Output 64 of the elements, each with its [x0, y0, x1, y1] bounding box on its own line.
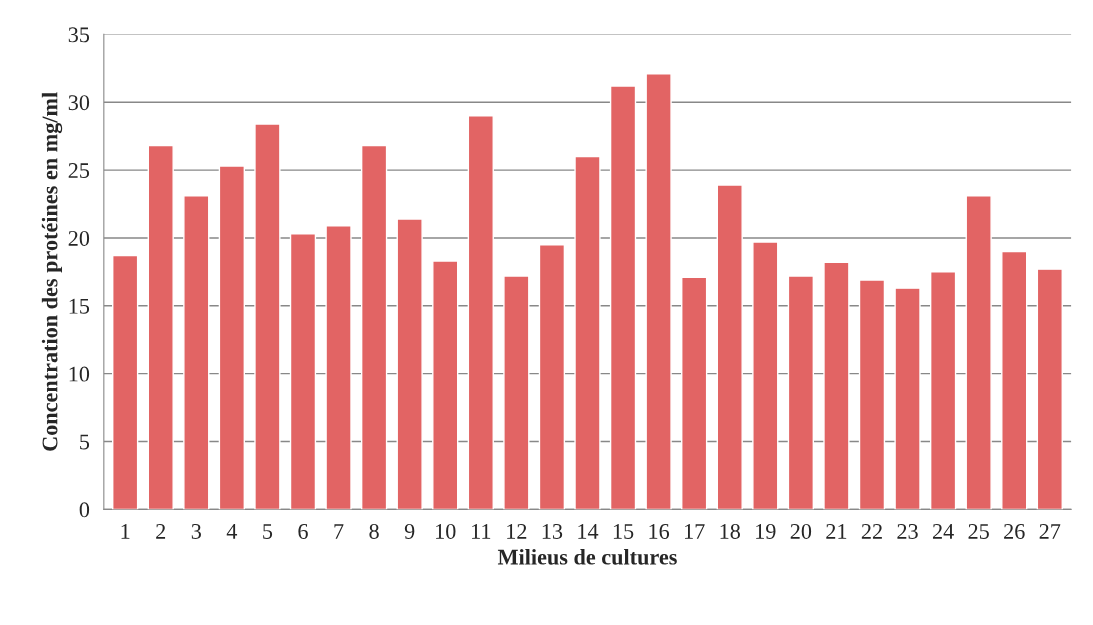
x-tick-label: 2	[156, 523, 166, 539]
x-tick-label: 19	[756, 523, 776, 539]
y-tick-label: 10	[69, 366, 90, 382]
bar	[112, 254, 139, 510]
y-tick-label: 5	[80, 434, 90, 450]
x-tick-label: 10	[436, 523, 456, 539]
y-tick-label: 25	[68, 163, 90, 179]
bar	[396, 218, 423, 510]
y-tick-label: 30	[68, 95, 90, 111]
bar	[716, 184, 743, 510]
x-tick-label: 1	[121, 524, 130, 539]
bar	[929, 271, 957, 510]
x-tick-label: 5	[263, 524, 273, 539]
bar	[289, 233, 317, 510]
x-tick-label: 13	[542, 523, 563, 539]
x-tick-label: 6	[298, 523, 308, 539]
x-tick-label: 3	[191, 523, 201, 539]
x-tick-label: 27	[1039, 523, 1061, 539]
y-tick-label: 0	[79, 502, 90, 518]
bar	[325, 225, 352, 510]
bar	[574, 155, 601, 510]
x-tick-label: 22	[861, 523, 882, 539]
x-tick-label: 17	[685, 524, 705, 539]
bar	[965, 195, 992, 510]
x-tick-label: 21	[826, 523, 847, 539]
bar	[858, 279, 886, 510]
bar	[503, 275, 530, 510]
y-tick-label: 15	[69, 298, 90, 314]
bar	[467, 115, 494, 510]
x-tick-label: 4	[226, 524, 238, 539]
bar	[645, 73, 672, 510]
bar	[147, 144, 174, 510]
bar	[823, 261, 850, 510]
bar	[787, 275, 815, 510]
x-tick-label: 24	[932, 523, 954, 539]
bar	[1001, 250, 1028, 510]
x-tick-label: 7	[334, 524, 344, 539]
bar	[254, 123, 281, 510]
x-tick-label: 14	[578, 524, 599, 539]
x-tick-label: 20	[790, 523, 812, 539]
x-tick-label: 15	[613, 524, 634, 539]
bar	[681, 276, 708, 510]
x-tick-label: 9	[404, 523, 415, 539]
y-tick-label: 20	[68, 230, 90, 246]
x-tick-label: 16	[649, 523, 670, 539]
bar	[894, 287, 921, 510]
x-tick-label: 23	[897, 523, 918, 539]
x-tick-label: 25	[968, 523, 989, 539]
y-axis-title: Concentration des protéines en mg/ml	[41, 92, 63, 451]
bar	[183, 195, 210, 510]
bar	[360, 144, 388, 510]
x-tick-label: 11	[472, 524, 491, 539]
x-tick-label: 8	[369, 523, 379, 539]
bar	[538, 244, 566, 510]
x-axis-title: Milieus de cultures	[497, 548, 677, 565]
x-tick-label: 26	[1004, 523, 1025, 539]
y-tick-label: 35	[68, 27, 90, 43]
bar	[432, 260, 459, 510]
bar	[609, 85, 637, 510]
x-tick-label: 12	[507, 523, 527, 539]
x-tick-label: 18	[720, 523, 740, 539]
bar	[218, 165, 246, 510]
bar	[1036, 268, 1063, 510]
bar	[752, 241, 779, 510]
